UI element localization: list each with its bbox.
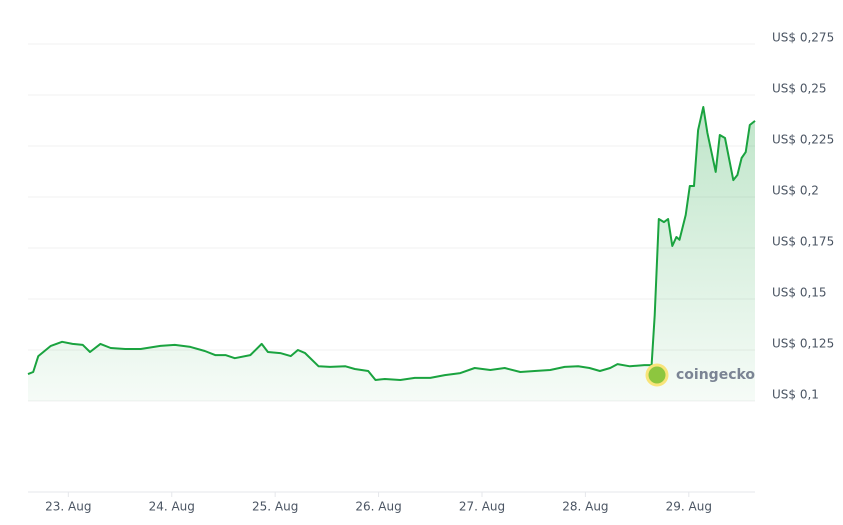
x-tick-label: 25. Aug bbox=[252, 500, 298, 514]
y-tick-label: US$ 0,15 bbox=[772, 286, 827, 300]
y-tick-label: US$ 0,175 bbox=[772, 235, 834, 249]
area bbox=[28, 107, 755, 401]
x-tick-label: 26. Aug bbox=[355, 500, 401, 514]
x-tick-label: 24. Aug bbox=[149, 500, 195, 514]
y-tick-label: US$ 0,125 bbox=[772, 337, 834, 351]
y-tick-label: US$ 0,2 bbox=[772, 184, 819, 198]
x-tick-label: 28. Aug bbox=[562, 500, 608, 514]
y-tick-label: US$ 0,25 bbox=[772, 82, 827, 96]
y-tick-label: US$ 0,225 bbox=[772, 133, 834, 147]
y-tick-label: US$ 0,1 bbox=[772, 388, 819, 402]
x-tick-label: 23. Aug bbox=[45, 500, 91, 514]
watermark: coingecko bbox=[645, 363, 755, 387]
x-tick-label: 27. Aug bbox=[459, 500, 505, 514]
x-tick-label: 29. Aug bbox=[666, 500, 712, 514]
y-tick-label: US$ 0,275 bbox=[772, 31, 834, 45]
watermark-logo bbox=[645, 363, 669, 387]
price-line bbox=[27, 106, 756, 381]
watermark-text: coingecko bbox=[676, 367, 755, 383]
